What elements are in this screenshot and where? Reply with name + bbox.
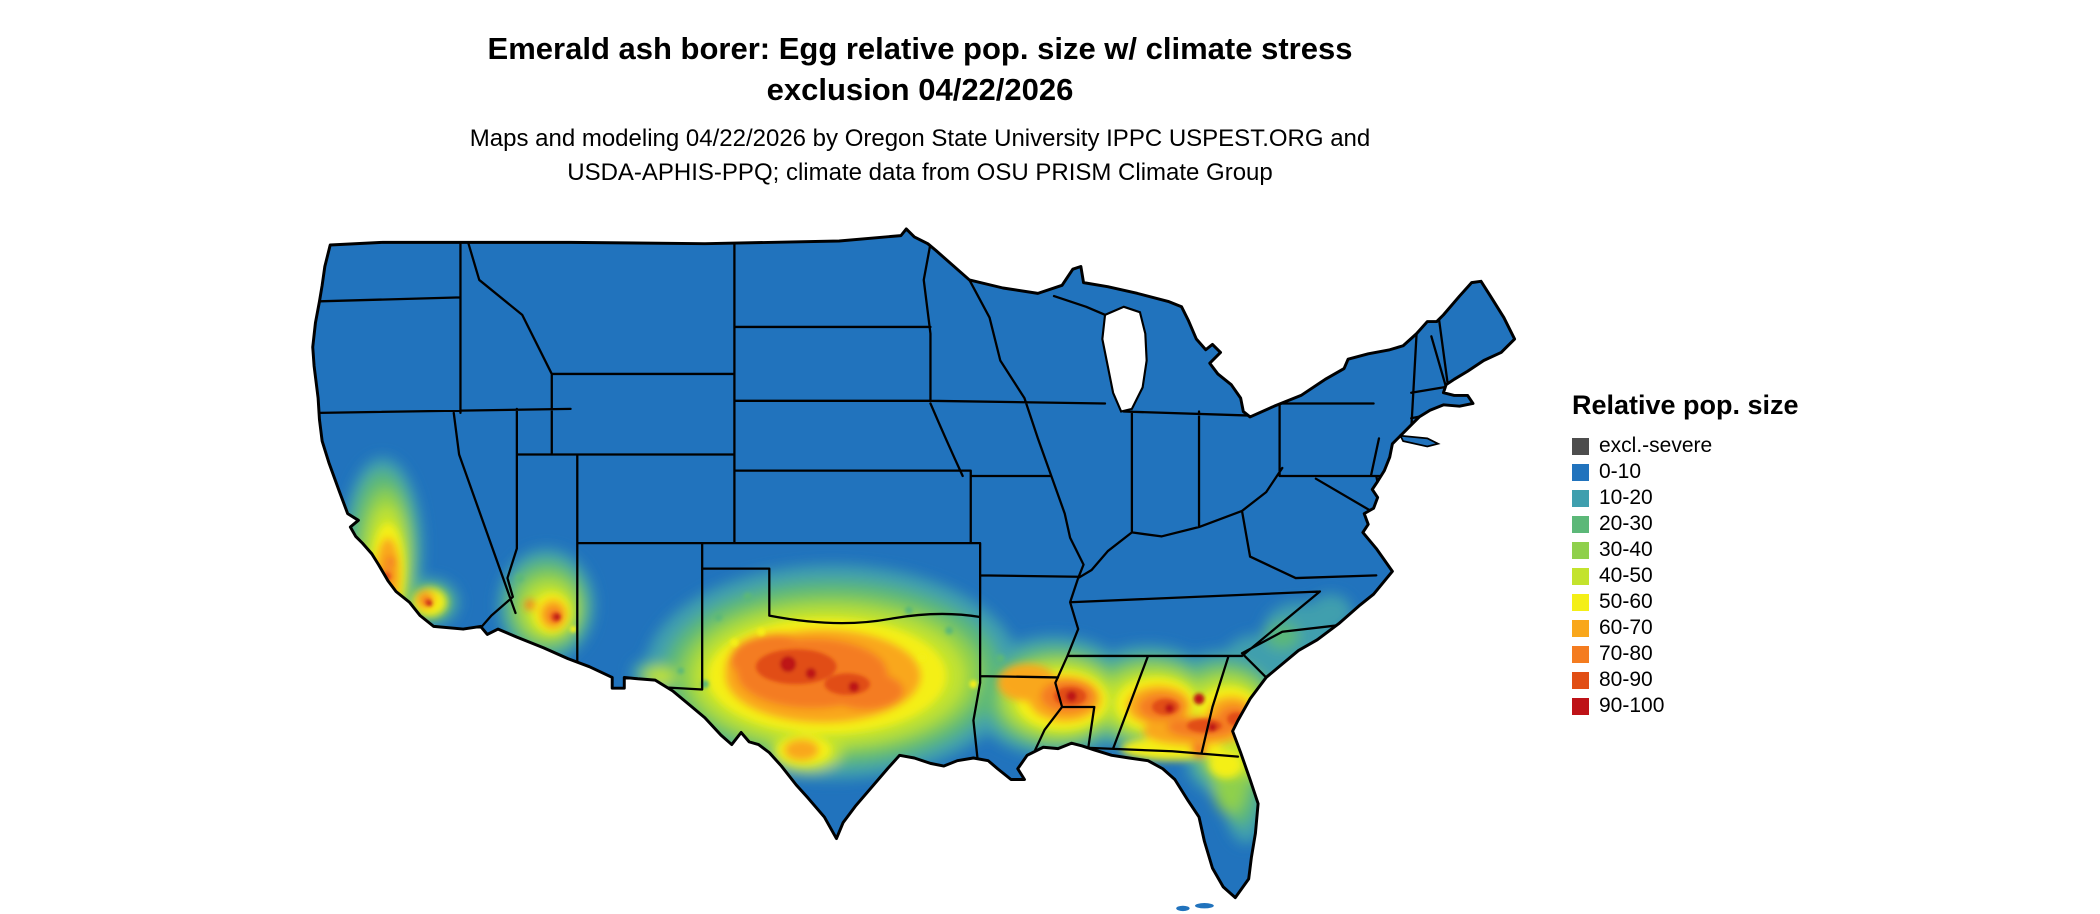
us-outline bbox=[311, 227, 1517, 900]
raster-80-90 bbox=[382, 572, 1247, 733]
subtitle-line-2: USDA-APHIS-PPQ; climate data from OSU PR… bbox=[567, 159, 1273, 186]
title-line-2: exclusion 04/22/2026 bbox=[766, 72, 1074, 107]
legend-swatch bbox=[1572, 515, 1589, 533]
legend-swatch bbox=[1572, 567, 1589, 585]
raster-texture-green bbox=[515, 574, 1005, 689]
map-legend: Relative pop. size excl.-severe 0-10 10-… bbox=[1572, 390, 1799, 719]
legend-label: 80-90 bbox=[1599, 668, 1653, 691]
legend-label: excl.-severe bbox=[1599, 434, 1713, 457]
legend-label: 10-20 bbox=[1599, 486, 1653, 509]
legend-label: 70-80 bbox=[1599, 642, 1653, 665]
us-map bbox=[302, 226, 1524, 914]
legend-swatch bbox=[1572, 671, 1589, 689]
map-raster-layers bbox=[312, 228, 1515, 898]
legend-swatch bbox=[1572, 489, 1589, 507]
legend-swatch bbox=[1572, 619, 1589, 637]
legend-label: 30-40 bbox=[1599, 538, 1653, 561]
legend-swatch bbox=[1572, 541, 1589, 559]
legend-item: 50-60 bbox=[1572, 589, 1799, 615]
legend-label: 0-10 bbox=[1599, 460, 1642, 483]
long-island bbox=[1398, 434, 1441, 448]
legend-label: 20-30 bbox=[1599, 512, 1653, 535]
legend-swatch bbox=[1572, 645, 1589, 663]
legend-item: 60-70 bbox=[1572, 615, 1799, 641]
legend-item: 40-50 bbox=[1572, 563, 1799, 589]
subtitle-line-1: Maps and modeling 04/22/2026 by Oregon S… bbox=[469, 125, 1371, 152]
legend-item: 70-80 bbox=[1572, 641, 1799, 667]
legend-item: excl.-severe bbox=[1572, 433, 1799, 459]
lake-michigan bbox=[1101, 305, 1148, 413]
us-map-svg bbox=[311, 227, 1517, 912]
legend-item: 90-100 bbox=[1572, 693, 1799, 719]
legend-swatch bbox=[1572, 437, 1589, 455]
legend-swatch bbox=[1572, 697, 1589, 715]
legend-swatch bbox=[1572, 463, 1589, 481]
page-subtitle: Maps and modeling 04/22/2026 by Oregon S… bbox=[0, 122, 1840, 190]
legend-item: 10-20 bbox=[1572, 485, 1799, 511]
raster-core-layers bbox=[382, 572, 1247, 733]
page-title: Emerald ash borer: Egg relative pop. siz… bbox=[0, 28, 1840, 110]
raster-90-100 bbox=[427, 601, 1217, 732]
legend-swatch bbox=[1572, 593, 1589, 611]
legend-label: 40-50 bbox=[1599, 564, 1653, 587]
legend-title: Relative pop. size bbox=[1572, 390, 1799, 420]
legend-item: 30-40 bbox=[1572, 537, 1799, 563]
legend-item: 20-30 bbox=[1572, 511, 1799, 537]
state-borders bbox=[314, 242, 1453, 760]
legend-label: 90-100 bbox=[1599, 694, 1665, 717]
florida-keys bbox=[1176, 903, 1214, 912]
base-raster-0-10 bbox=[312, 228, 1515, 898]
title-line-1: Emerald ash borer: Egg relative pop. siz… bbox=[487, 31, 1353, 66]
legend-item: 80-90 bbox=[1572, 667, 1799, 693]
legend-label: 50-60 bbox=[1599, 590, 1653, 613]
legend-label: 60-70 bbox=[1599, 616, 1653, 639]
legend-item: 0-10 bbox=[1572, 459, 1799, 485]
